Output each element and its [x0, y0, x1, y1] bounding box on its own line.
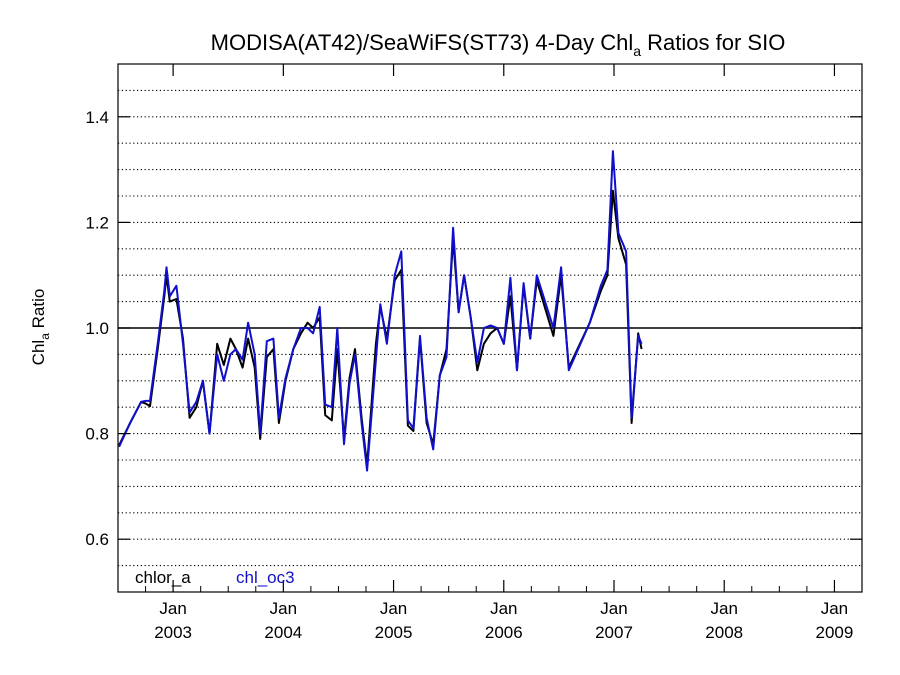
- y-tick-label: 1.2: [85, 213, 109, 232]
- y-axis-label: Chla Ratio: [29, 289, 52, 366]
- x-tick-label-month: Jan: [821, 599, 848, 618]
- x-tick-label-month: Jan: [600, 599, 627, 618]
- y-tick-label: 1.0: [85, 319, 109, 338]
- x-tick-label-year: 2005: [375, 623, 413, 642]
- y-axis-label-subscript: a: [38, 333, 52, 340]
- axis-ticks: 0.6 0.8 1.0 1.2 1.4 Jan 2003 Jan 2004 Jan 2005 Jan 2…: [85, 64, 863, 642]
- x-tick-label-year: 2008: [705, 623, 743, 642]
- x-tick-label-year: 2003: [154, 623, 192, 642]
- x-tick-label-month: Jan: [711, 599, 738, 618]
- chart-title-main: MODISA(AT42)/SeaWiFS(ST73) 4-Day Chl: [211, 30, 634, 55]
- chart-title: MODISA(AT42)/SeaWiFS(ST73) 4-Day Chla Ra…: [211, 30, 786, 59]
- chart-title-subscript: a: [633, 43, 641, 59]
- y-tick-label: 1.4: [85, 108, 109, 127]
- legend-chlor-a: chlor_a: [135, 568, 191, 587]
- y-tick-label: 0.8: [85, 425, 109, 444]
- x-tick-label-month: Jan: [490, 599, 517, 618]
- x-tick-label-year: 2009: [816, 623, 854, 642]
- grid: [118, 89, 862, 567]
- x-tick-label-year: 2006: [485, 623, 523, 642]
- x-tick-label-year: 2004: [264, 623, 302, 642]
- x-tick-label-month: Jan: [380, 599, 407, 618]
- legend-chl-oc3: chl_oc3: [236, 568, 295, 587]
- chart-title-rest: Ratios for SIO: [641, 30, 785, 55]
- y-axis-label-rest: Ratio: [29, 289, 48, 333]
- y-axis-label-main: Chl: [29, 340, 48, 366]
- x-tick-label-month: Jan: [270, 599, 297, 618]
- x-tick-label-year: 2007: [595, 623, 633, 642]
- plot-frame: [117, 63, 863, 593]
- series-layer: [118, 150, 643, 472]
- series-line-chl-oc3: [118, 150, 643, 472]
- x-tick-label-month: Jan: [159, 599, 186, 618]
- y-tick-label: 0.6: [85, 530, 109, 549]
